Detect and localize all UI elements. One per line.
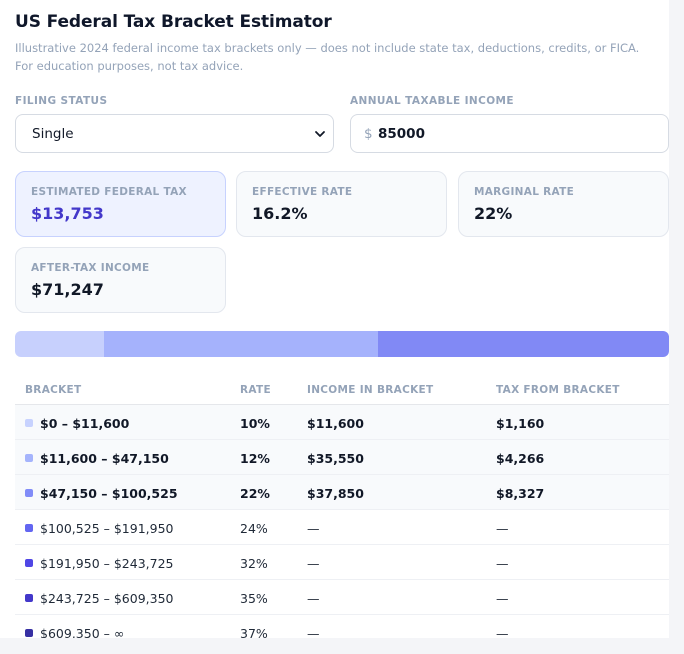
tax-from-bracket: $1,160: [496, 416, 545, 431]
bracket-color-swatch: [25, 419, 33, 427]
table-row: $100,525 – $191,950 24% — —: [15, 510, 669, 545]
after-tax-value: $71,247: [31, 280, 104, 299]
bracket-range: $47,150 – $100,525: [40, 486, 178, 501]
bracket-range: $11,600 – $47,150: [40, 451, 169, 466]
bracket-range: $243,725 – $609,350: [40, 591, 174, 606]
marginal-rate-label: MARGINAL RATE: [474, 186, 575, 198]
bracket-rate: 37%: [240, 626, 268, 638]
table-row: $0 – $11,600 10% $11,600 $1,160: [15, 405, 669, 440]
income-in-bracket: $11,600: [307, 416, 364, 431]
header-tax-from-bracket: TAX FROM BRACKET: [496, 384, 620, 396]
bracket-color-swatch: [25, 594, 33, 602]
header-rate: RATE: [240, 384, 271, 396]
table-row: $11,600 – $47,150 12% $35,550 $4,266: [15, 440, 669, 475]
filing-status-label: FILING STATUS: [15, 95, 108, 107]
effective-rate-card: EFFECTIVE RATE 16.2%: [236, 171, 447, 237]
bracket-range: $100,525 – $191,950: [40, 521, 174, 536]
tax-from-bracket: —: [496, 556, 509, 571]
effective-rate-value: 16.2%: [252, 204, 308, 223]
tax-from-bracket: $4,266: [496, 451, 545, 466]
bracket-color-swatch: [25, 629, 33, 637]
tax-from-bracket: $8,327: [496, 486, 545, 501]
bracket-rate: 24%: [240, 521, 268, 536]
income-value: 85000: [378, 126, 425, 142]
table-row: $47,150 – $100,525 22% $37,850 $8,327: [15, 475, 669, 510]
bracket-rate: 35%: [240, 591, 268, 606]
table-header: BRACKET RATE INCOME IN BRACKET TAX FROM …: [15, 370, 669, 405]
bracket-range: $191,950 – $243,725: [40, 556, 174, 571]
bracket-color-swatch: [25, 454, 33, 462]
bracket-range: $0 – $11,600: [40, 416, 130, 431]
bracket-rate: 22%: [240, 486, 270, 501]
estimator-panel: US Federal Tax Bracket Estimator Illustr…: [0, 0, 669, 638]
header-bracket: BRACKET: [25, 384, 82, 396]
disclaimer-text: Illustrative 2024 federal income tax bra…: [15, 41, 640, 73]
bar-segment: [15, 331, 104, 357]
tax-from-bracket: —: [496, 521, 509, 536]
tax-from-bracket: —: [496, 591, 509, 606]
income-in-bracket: $35,550: [307, 451, 364, 466]
bracket-color-swatch: [25, 559, 33, 567]
bar-segment: [378, 331, 669, 357]
income-in-bracket: —: [307, 521, 320, 536]
marginal-rate-card: MARGINAL RATE 22%: [458, 171, 669, 237]
table-row: $191,950 – $243,725 32% — —: [15, 545, 669, 580]
filing-status-value: Single: [32, 126, 74, 142]
after-tax-income-card: AFTER-TAX INCOME $71,247: [15, 247, 226, 313]
chevron-down-icon: [315, 131, 325, 137]
income-in-bracket: —: [307, 626, 320, 638]
table-row: $609,350 – ∞ 37% — —: [15, 615, 669, 638]
bracket-range: $609,350 – ∞: [40, 626, 125, 638]
currency-symbol: $: [364, 126, 373, 142]
effective-rate-label: EFFECTIVE RATE: [252, 186, 353, 198]
after-tax-label: AFTER-TAX INCOME: [31, 262, 150, 274]
page-title: US Federal Tax Bracket Estimator: [15, 12, 332, 32]
header-income-in-bracket: INCOME IN BRACKET: [307, 384, 434, 396]
income-in-bracket: —: [307, 556, 320, 571]
marginal-rate-value: 22%: [474, 204, 513, 223]
estimated-tax-card: ESTIMATED FEDERAL TAX $13,753: [15, 171, 226, 237]
income-in-bracket: $37,850: [307, 486, 364, 501]
bracket-rate: 12%: [240, 451, 270, 466]
income-in-bracket: —: [307, 591, 320, 606]
bar-segment: [104, 331, 378, 357]
bracket-rate: 10%: [240, 416, 270, 431]
table-row: $243,725 – $609,350 35% — —: [15, 580, 669, 615]
income-input[interactable]: $ 85000: [350, 114, 669, 153]
bracket-color-swatch: [25, 489, 33, 497]
bracket-distribution-bar: [15, 331, 669, 357]
estimated-tax-value: $13,753: [31, 204, 104, 223]
bracket-color-swatch: [25, 524, 33, 532]
estimated-tax-label: ESTIMATED FEDERAL TAX: [31, 186, 187, 198]
tax-from-bracket: —: [496, 626, 509, 638]
filing-status-select[interactable]: Single: [15, 114, 334, 153]
bracket-rate: 32%: [240, 556, 268, 571]
income-label: ANNUAL TAXABLE INCOME: [350, 95, 514, 107]
